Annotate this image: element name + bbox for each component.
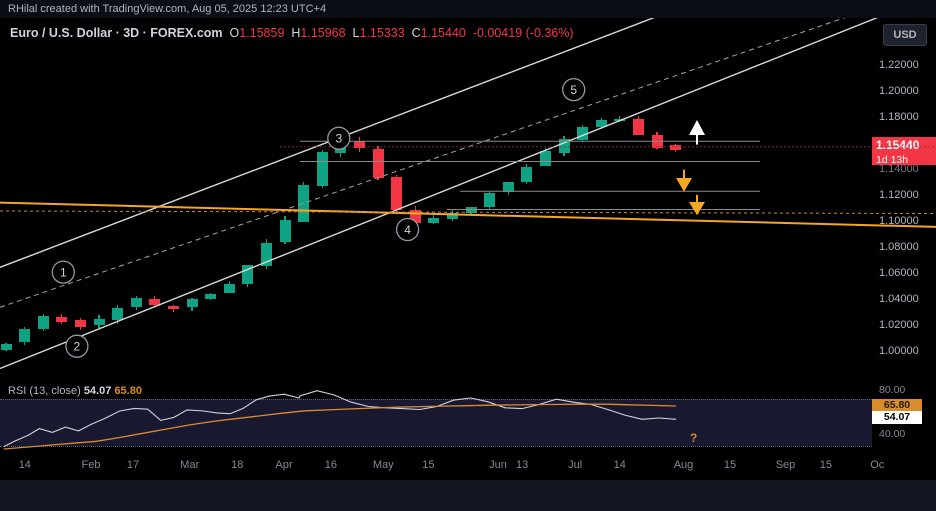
svg-text:2: 2: [74, 340, 81, 354]
svg-text:5: 5: [570, 83, 577, 97]
svg-text:4: 4: [404, 223, 411, 237]
svg-text:1: 1: [60, 266, 67, 280]
